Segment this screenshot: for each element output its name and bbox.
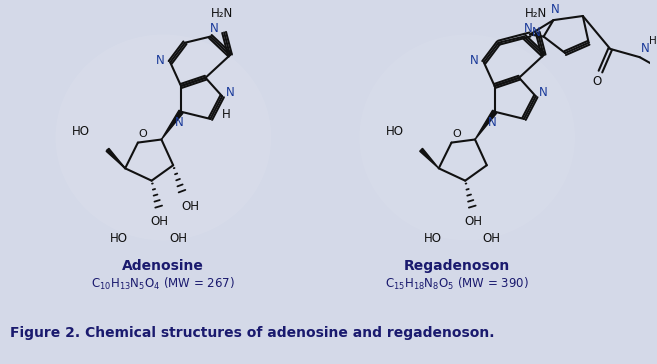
Text: N: N [175,115,183,128]
Text: H: H [221,108,231,121]
Polygon shape [162,110,183,139]
Text: N: N [539,86,548,99]
Text: H: H [650,36,657,46]
Text: OH: OH [182,200,200,213]
Text: HO: HO [110,232,128,245]
Text: N: N [210,22,219,35]
Text: N: N [470,54,478,67]
Text: N: N [225,86,235,99]
Text: N: N [641,43,650,55]
Text: C$_{15}$H$_{18}$N$_{8}$O$_{5}$ (MW = 390): C$_{15}$H$_{18}$N$_{8}$O$_{5}$ (MW = 390… [386,276,530,292]
Ellipse shape [359,35,575,240]
Text: Adenosine: Adenosine [122,259,204,273]
Text: O: O [452,129,461,139]
Polygon shape [475,110,497,139]
Text: OH: OH [169,232,187,245]
Polygon shape [106,149,125,168]
Text: O: O [139,129,147,139]
Text: OH: OH [464,215,482,228]
Text: O: O [592,75,601,88]
Text: N: N [524,22,532,35]
Text: C$_{10}$H$_{13}$N$_{5}$O$_{4}$ (MW = 267): C$_{10}$H$_{13}$N$_{5}$O$_{4}$ (MW = 267… [91,276,235,292]
Text: Regadenoson: Regadenoson [404,259,510,273]
Text: HO: HO [72,125,90,138]
Polygon shape [420,149,439,168]
Text: N: N [532,26,540,39]
Text: Figure 2. Chemical structures of adenosine and regadenoson.: Figure 2. Chemical structures of adenosi… [10,326,494,340]
Text: OH: OH [483,232,501,245]
Ellipse shape [56,35,271,240]
Text: HO: HO [424,232,442,245]
Text: HO: HO [386,125,403,138]
Text: N: N [488,115,497,128]
Text: N: N [156,54,165,67]
Text: OH: OH [150,215,168,228]
Text: N: N [551,3,560,16]
Text: H₂N: H₂N [211,7,233,20]
Text: H₂N: H₂N [525,7,547,20]
